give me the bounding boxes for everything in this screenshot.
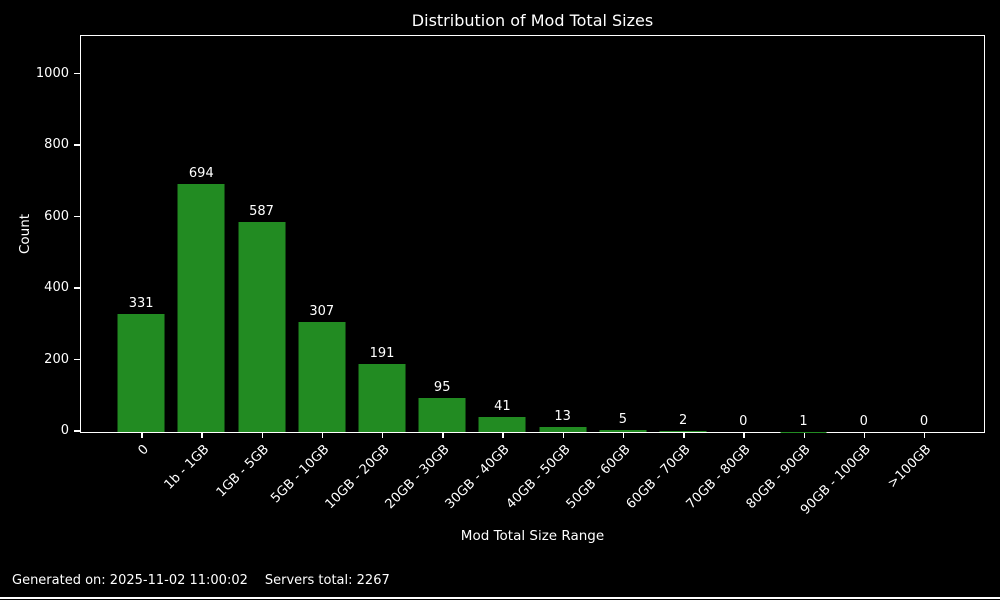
x-tick [201,433,203,438]
y-tick [74,287,80,289]
y-tick [74,358,80,361]
bar-value-label: 694 [188,165,214,181]
bar [659,431,707,432]
x-tick-label: >100GB [885,442,935,492]
y-tick [74,430,80,432]
bar-slot: 0 >100GB [885,36,954,491]
bar-slot: 307 5GB - 10GB [268,36,352,506]
x-tick [743,433,745,438]
chart-title: Distribution of Mod Total Sizes [411,11,654,30]
bar-value-label: 5 [618,412,627,428]
x-tick [803,433,806,438]
bar [478,417,526,432]
bar [117,313,165,432]
bar-slot: 2 60GB - 70GB [624,36,713,512]
bar [599,430,647,432]
bar-slot: 331 0 [111,36,171,458]
x-tick [622,433,625,438]
bar-value-label: 587 [249,204,274,220]
x-tick-label: 0 [135,442,152,459]
bar-value-label: 0 [919,414,929,429]
y-tick-label: 600 [44,208,69,224]
footer: Generated on: 2025-11-02 11:00:02 Servers… [12,573,390,588]
bar-value-label: 2 [678,413,688,429]
x-tick-label: 1b - 1GB [161,442,212,493]
bar-slot: 1 80GB - 90GB [744,36,833,512]
bar-slot: 0 90GB - 100GB [798,36,894,518]
footer-generated-text: Generated on: 2025-11-02 11:00:02 [12,573,248,588]
x-tick-label: 5GB - 10GB [268,442,333,507]
y-tick-label: 0 [60,423,69,438]
bar-value-label: 0 [859,414,868,429]
x-tick [502,433,504,438]
x-tick-label: 30GB - 40GB [443,442,514,513]
y-tick-label: 1000 [35,65,69,81]
x-tick-label: 1GB - 5GB [213,442,273,501]
y-tick [74,144,80,146]
y-tick-label: 200 [44,351,69,367]
bar [238,222,286,432]
x-tick [442,433,444,438]
x-tick [683,433,685,438]
x-tick [562,433,565,438]
bar-slot: 191 10GB - 20GB [323,36,412,512]
plot-area: 0 200 400 600 800 1000 331 0 694 1b - 1GB 587 1GB … [36,35,985,518]
bar [177,183,225,432]
footer-servers-total: Servers total: 2267 [264,573,390,588]
bar-value-label: 41 [494,399,511,415]
bar-slot: 13 40GB - 50GB [503,36,593,512]
bar-value-label: 0 [739,414,748,429]
bar-slot: 587 1GB - 5GB [214,36,291,500]
bar-slots: 331 0 694 1b - 1GB 587 1GB - 5GB 307 5GB - 10GB… [81,36,984,518]
y-tick-label: 800 [44,137,69,153]
bar-value-label: 1 [799,413,808,429]
bar-slot: 41 30GB - 40GB [443,36,532,512]
bar-value-label: 95 [433,380,451,396]
x-tick [321,433,324,438]
bar-slot: 694 1b - 1GB [161,36,231,493]
bar-slot: 0 70GB - 80GB [684,36,773,512]
y-tick-label: 400 [44,280,69,295]
bar-value-label: 191 [369,345,395,361]
bar-slot: 5 50GB - 60GB [563,36,653,512]
bar [539,427,587,432]
y-tick [74,72,80,75]
x-axis-label: Mod Total Size Range [460,528,605,544]
bar-slot: 95 20GB - 30GB [383,36,472,512]
bar-value-label: 307 [309,304,335,320]
bar-value-label: 331 [128,295,154,311]
bar [358,363,406,432]
bar [418,398,466,432]
x-tick [261,433,264,438]
x-tick [923,433,926,438]
y-tick [74,215,80,218]
bottom-rule [0,597,1000,599]
x-tick [141,433,143,438]
x-tick [863,433,866,438]
bar-value-label: 13 [554,409,571,425]
bar [298,322,346,432]
x-tick [381,433,384,438]
